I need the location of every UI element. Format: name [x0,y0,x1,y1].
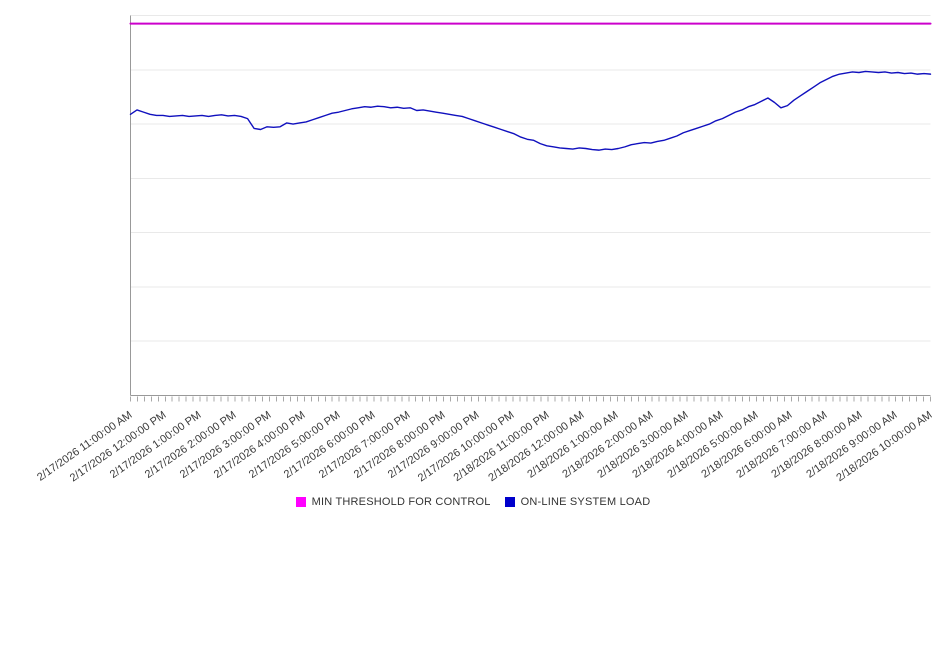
x-axis-ticks [130,396,931,402]
legend-entry[interactable]: MIN THRESHOLD FOR CONTROL [295,496,491,508]
data-series [129,22,932,151]
legend-label: MIN THRESHOLD FOR CONTROL [311,496,491,508]
chart-legend: MIN THRESHOLD FOR CONTROL ON-LINE SYSTEM … [0,496,946,508]
line-chart: 2/17/2026 11:00:00 AM 2/17/2026 12:00:00 … [0,15,946,508]
axis-lines [130,15,931,396]
legend-swatch-icon [504,497,515,507]
legend-swatch-icon [295,497,306,507]
plot-area [129,15,932,402]
legend-label: ON-LINE SYSTEM LOAD [520,496,651,508]
legend-entry[interactable]: ON-LINE SYSTEM LOAD [504,496,651,508]
gridlines [130,15,931,396]
series-line-1 [129,70,932,151]
